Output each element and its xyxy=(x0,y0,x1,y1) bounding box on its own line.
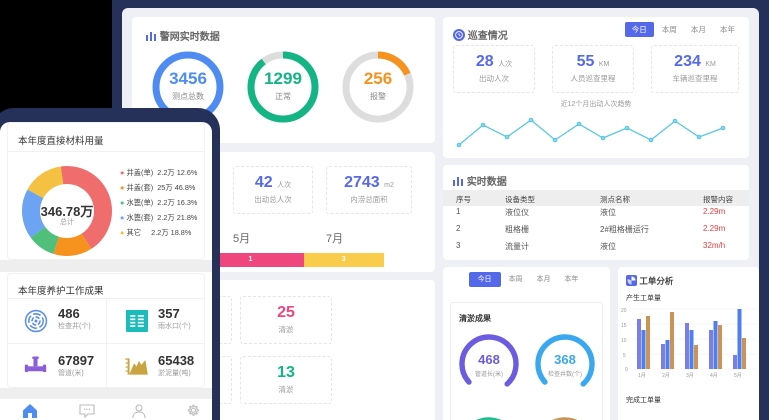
svg-text:5: 5 xyxy=(623,353,626,359)
svg-text:20: 20 xyxy=(621,308,627,314)
svg-text:10: 10 xyxy=(621,338,627,344)
svg-text:15: 15 xyxy=(621,323,627,329)
svg-text:5月: 5月 xyxy=(734,373,742,379)
svg-text:2月: 2月 xyxy=(662,373,670,379)
svg-text:3月: 3月 xyxy=(686,373,694,379)
svg-text:4月: 4月 xyxy=(710,373,718,379)
svg-text:0: 0 xyxy=(625,367,628,373)
svg-text:1月: 1月 xyxy=(638,373,646,379)
